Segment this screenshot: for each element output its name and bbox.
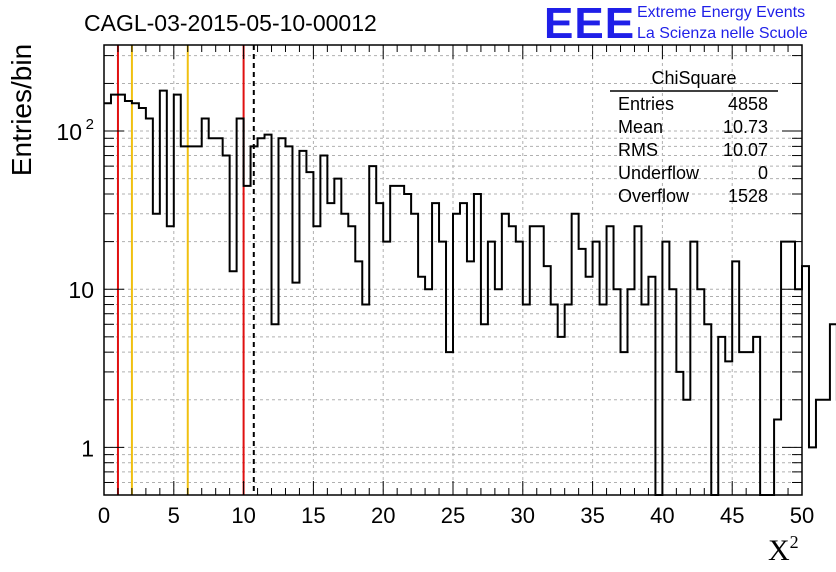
x-tick-label: 45 <box>720 503 744 528</box>
x-tick-label: 35 <box>580 503 604 528</box>
x-axis-label-base: X <box>768 534 790 567</box>
x-tick-label: 30 <box>511 503 535 528</box>
y-axis-label: Entries/bin <box>6 43 37 177</box>
stats-value: 4858 <box>728 94 768 114</box>
stats-label: Overflow <box>618 186 690 206</box>
x-tick-label: 15 <box>301 503 325 528</box>
x-axis-label-sup: 2 <box>789 532 799 552</box>
y-tick-label: 1 <box>81 435 94 461</box>
histogram-series <box>104 89 836 496</box>
stats-box: ChiSquare Entries 4858 Mean 10.73 RMS 10.07 Und… <box>610 68 778 206</box>
x-tick-label: 0 <box>98 503 110 528</box>
eee-logo: EEE <box>544 0 636 48</box>
stats-label: RMS <box>618 140 658 160</box>
stats-value: 10.07 <box>723 140 768 160</box>
x-tick-label: 25 <box>441 503 465 528</box>
x-axis-label: X2 <box>768 532 799 568</box>
stats-label: Entries <box>618 94 674 114</box>
stats-label: Mean <box>618 117 663 137</box>
x-tick-label: 5 <box>168 503 180 528</box>
stats-title: ChiSquare <box>651 68 736 88</box>
stats-label: Underflow <box>618 163 700 183</box>
x-tick-label: 40 <box>650 503 674 528</box>
logo-line-1: Extreme Energy Events <box>637 4 806 21</box>
x-tick-label: 20 <box>371 503 395 528</box>
stats-value: 0 <box>758 163 768 183</box>
stats-value: 10.73 <box>723 117 768 137</box>
logo-line-2: La Scienza nelle Scuole <box>637 25 808 42</box>
x-tick-label: 10 <box>231 503 255 528</box>
stats-value: 1528 <box>728 186 768 206</box>
y-tick-label: 10 <box>56 119 82 145</box>
run-title: CAGL-03-2015-05-10-00012 <box>84 10 377 36</box>
y-tick-label: 10 <box>68 277 94 303</box>
y-tick-label-exponent: 2 <box>86 116 94 133</box>
marker-lines <box>116 45 255 495</box>
x-tick-label: 50 <box>790 503 814 528</box>
